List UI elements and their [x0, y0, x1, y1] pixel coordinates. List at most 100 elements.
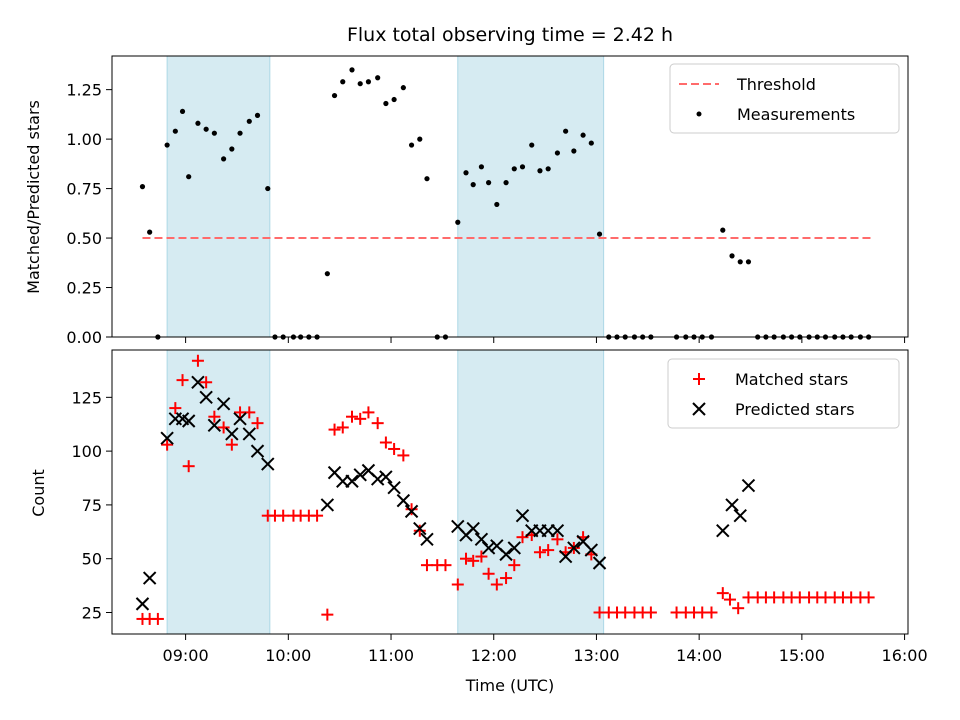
predicted-star-point [741, 478, 756, 493]
y-tick-label: 0.50 [66, 229, 102, 248]
matched-star-point [336, 421, 349, 434]
measurement-point [588, 140, 594, 146]
x-tick-label: 09:00 [163, 646, 209, 665]
y-tick-label: 0.25 [66, 279, 102, 298]
time-x-axis: 09:00 10:00 11:00 12:00 13:00 14:00 15:00 16:00 [163, 634, 928, 665]
matched-star-point [405, 503, 418, 516]
matched-star-point [490, 578, 503, 591]
matched-star-point [542, 544, 555, 557]
x-tick-label: 14:00 [676, 646, 722, 665]
measurement-point [857, 334, 864, 340]
count-panel: 25 50 75 100 125 09:00 10:00 11:00 12:00 13:00 14… [29, 349, 928, 695]
measurement-point [511, 166, 517, 172]
predicted-star-point [387, 480, 401, 495]
matched-star-point [225, 438, 238, 451]
predicted-star-point [379, 470, 393, 484]
measurement-point [683, 334, 689, 340]
measurement-point [797, 334, 803, 340]
measurement-point [563, 128, 569, 134]
shaded-interval [166, 349, 271, 635]
measurement-point [606, 334, 612, 340]
measurement-point [737, 259, 743, 265]
predicted-star-point [550, 524, 565, 538]
measurement-point [771, 334, 777, 340]
predicted-star-point [716, 524, 730, 538]
predicted-star-point [507, 541, 521, 555]
y-tick-label: 1.00 [66, 130, 102, 149]
y-tick-label: 125 [71, 388, 102, 407]
measurement-point [155, 334, 161, 340]
measurement-point [246, 118, 252, 124]
measurement-point [357, 81, 363, 87]
measurement-point [529, 142, 535, 148]
measurement-point [614, 334, 620, 340]
measurement-point [729, 253, 735, 259]
predicted-star-point [733, 508, 747, 523]
predicted-star-point [250, 444, 265, 458]
matched-star-point [475, 550, 488, 563]
matched-star-point [439, 559, 452, 572]
matched-stars-series [136, 354, 875, 625]
predicted-star-point [242, 427, 256, 441]
measurement-point [755, 334, 761, 340]
matched-star-point [217, 421, 230, 434]
shaded-interval [457, 349, 605, 635]
predicted-star-point [320, 498, 335, 512]
matched-star-point [723, 593, 736, 606]
measurement-point [866, 334, 872, 340]
count-legend-box [667, 358, 900, 429]
observing-window-shading [166, 349, 605, 635]
predicted-star-point [499, 547, 513, 562]
measurement-point [494, 201, 500, 208]
matched-star-point [420, 559, 433, 572]
count-plot-frame [111, 349, 909, 635]
measurement-point [554, 150, 561, 156]
measurement-point [580, 132, 586, 138]
matched-star-point [732, 602, 745, 615]
measurement-point [571, 148, 577, 154]
predicted-star-point [584, 543, 599, 557]
measurement-point [211, 130, 217, 136]
matched-star-point [321, 608, 334, 621]
measurement-point [400, 85, 406, 91]
predicted-star-point [404, 504, 419, 519]
measurement-point [391, 96, 397, 103]
measurement-point [673, 334, 680, 340]
measurement-point [691, 334, 697, 340]
legend-matched-swatch [693, 373, 705, 385]
measurement-point [763, 334, 769, 340]
matched-star-point [208, 410, 221, 423]
x-axis-label: Time (UTC) [465, 676, 554, 695]
measurement-point [640, 334, 646, 340]
measurement-point [179, 108, 186, 115]
ratio-plot-frame [111, 55, 909, 338]
predicted-star-point [481, 541, 496, 555]
measurement-point [265, 185, 271, 192]
ratio-legend-box [669, 63, 900, 134]
matched-star-point [451, 578, 464, 591]
legend-threshold-label: Threshold [736, 75, 816, 94]
measurement-point [463, 170, 469, 176]
legend-measurements-label: Measurements [737, 105, 855, 124]
chart-title: Flux total observing time = 2.42 h [347, 24, 673, 46]
count-y-axis-label: Count [29, 469, 48, 517]
ratio-y-axis: 0.00 0.25 0.50 0.75 1.00 1.25 [66, 81, 112, 347]
matched-star-point [277, 509, 290, 522]
ratio-y-axis-label: Matched/Predicted stars [24, 100, 43, 294]
x-tick-label: 11:00 [368, 646, 414, 665]
measurement-point [172, 128, 178, 134]
measurement-point [699, 334, 705, 340]
matched-star-point [311, 509, 324, 522]
y-tick-label: 1.25 [66, 81, 102, 100]
measurement-point [254, 112, 261, 118]
measurement-point [237, 130, 243, 136]
matched-star-point [460, 552, 473, 565]
matched-star-point [200, 376, 213, 389]
observing-window-shading [166, 55, 605, 338]
predicted-star-point [181, 414, 196, 428]
matched-star-point [191, 354, 204, 367]
measurement-point [164, 142, 170, 148]
predicted-star-point [233, 412, 247, 426]
measurement-point [203, 126, 209, 132]
measurement-point [417, 136, 423, 142]
